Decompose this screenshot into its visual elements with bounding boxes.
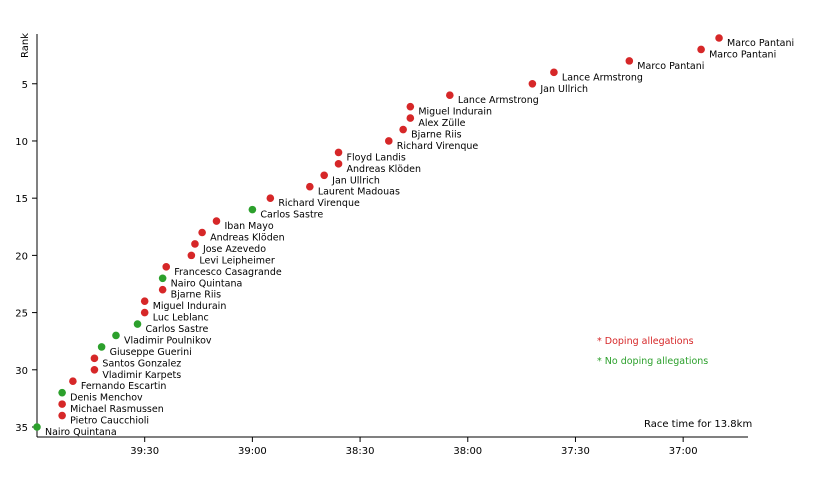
data-point: [334, 148, 343, 157]
point-label: Jan Ullrich: [539, 84, 588, 95]
data-point: [715, 34, 723, 42]
data-point: [58, 388, 66, 397]
legend: * Doping allegations * No doping allegat…: [597, 336, 708, 367]
point-label: Santos Gonzalez: [102, 358, 181, 369]
data-point: [266, 194, 275, 202]
point-label: Miguel Indurain: [153, 301, 227, 312]
x-tick-label: 38:30: [346, 446, 375, 457]
data-point: [58, 411, 66, 420]
point-label: Carlos Sastre: [260, 210, 323, 221]
y-tick-label: 10: [15, 137, 28, 148]
data-point: [306, 182, 314, 191]
point-label: Laurent Madouas: [318, 187, 400, 198]
race-note: Race time for 13.8km: [644, 419, 752, 430]
point-label: Giuseppe Guerini: [110, 347, 192, 358]
data-point: [446, 91, 454, 100]
data-point: [69, 377, 77, 386]
y-tick-label: 35: [15, 423, 28, 434]
point-label: Michael Rasmussen: [70, 404, 164, 415]
y-tick-label: 5: [22, 80, 28, 91]
point-label: Alex Zülle: [418, 118, 465, 129]
x-tick-label: 37:00: [669, 446, 698, 457]
data-point: [140, 297, 149, 305]
point-label: Lance Armstrong: [458, 95, 539, 106]
point-label: Pietro Caucchioli: [70, 416, 149, 427]
point-label: Richard Virenque: [278, 198, 360, 209]
data-point: [90, 354, 99, 363]
legend-no-doping: * No doping allegations: [597, 356, 708, 367]
y-tick-label: 15: [15, 194, 28, 205]
point-label: Marco Pantani: [727, 38, 794, 49]
point-label: Miguel Indurain: [418, 107, 492, 118]
data-point: [97, 343, 106, 351]
point-label: Andreas Klöden: [347, 164, 421, 175]
data-point: [399, 125, 407, 134]
y-tick-label: 20: [15, 251, 28, 262]
y-axis-title: Rank: [20, 33, 31, 58]
y-tick-label: 25: [15, 309, 28, 320]
x-tick-label: 37:30: [561, 446, 590, 457]
x-tick-label: 38:00: [453, 446, 482, 457]
point-label: Bjarne Riis: [411, 130, 461, 141]
data-point: [162, 263, 171, 271]
data-point: [320, 171, 328, 180]
data-point: [158, 285, 167, 294]
legend-doping: * Doping allegations: [597, 336, 694, 347]
data-point: [697, 45, 705, 54]
point-label: Marco Pantani: [709, 49, 776, 60]
data-point: [528, 79, 537, 88]
point-label: Floyd Landis: [347, 152, 406, 163]
data-point: [58, 400, 66, 408]
axes: 5 10 15 20 25 30 35 39:30 39:00 38:30 38:00 37:30 37…: [15, 34, 748, 457]
point-label: Carlos Sastre: [146, 324, 209, 335]
data-point: [212, 217, 221, 225]
data-point: [33, 423, 41, 431]
data-point: [198, 228, 206, 237]
data-point: [112, 331, 120, 340]
data-point: [406, 102, 415, 111]
point-label: Richard Virenque: [397, 141, 479, 152]
data-point: [248, 205, 257, 214]
point-label: Marco Pantani: [637, 61, 704, 72]
point-label: Denis Menchov: [70, 393, 143, 404]
data-point: [625, 57, 634, 65]
data-point: [191, 240, 199, 248]
point-label: Vladimir Karpets: [102, 370, 181, 381]
x-tick-label: 39:30: [130, 446, 159, 457]
x-tick-label: 39:00: [238, 446, 267, 457]
point-label: Nairo Quintana: [171, 278, 243, 289]
point-label: Luc Leblanc: [153, 313, 209, 324]
data-point: [133, 320, 142, 328]
point-label: Bjarne Riis: [171, 290, 221, 301]
data-point: [334, 160, 343, 168]
y-tick-label: 30: [15, 366, 28, 377]
data-point: [187, 251, 196, 260]
point-label: Iban Mayo: [224, 221, 273, 232]
data-point: [550, 68, 558, 77]
point-label: Levi Leipheimer: [199, 255, 274, 266]
point-label: Francesco Casagrande: [174, 267, 282, 278]
point-label: Nairo Quintana: [45, 427, 117, 438]
point-label: Fernando Escartin: [81, 381, 167, 392]
data-point: [158, 274, 167, 283]
point-label: Lance Armstrong: [562, 72, 643, 83]
data-point: [406, 114, 415, 122]
point-label: Jan Ullrich: [331, 175, 380, 186]
data-point: [140, 308, 149, 317]
data-point: [90, 365, 99, 374]
data-point: [384, 137, 393, 145]
point-label: Andreas Klöden: [210, 233, 284, 244]
point-label: Vladimir Poulnikov: [124, 335, 212, 346]
point-label: Jose Azevedo: [202, 244, 266, 255]
